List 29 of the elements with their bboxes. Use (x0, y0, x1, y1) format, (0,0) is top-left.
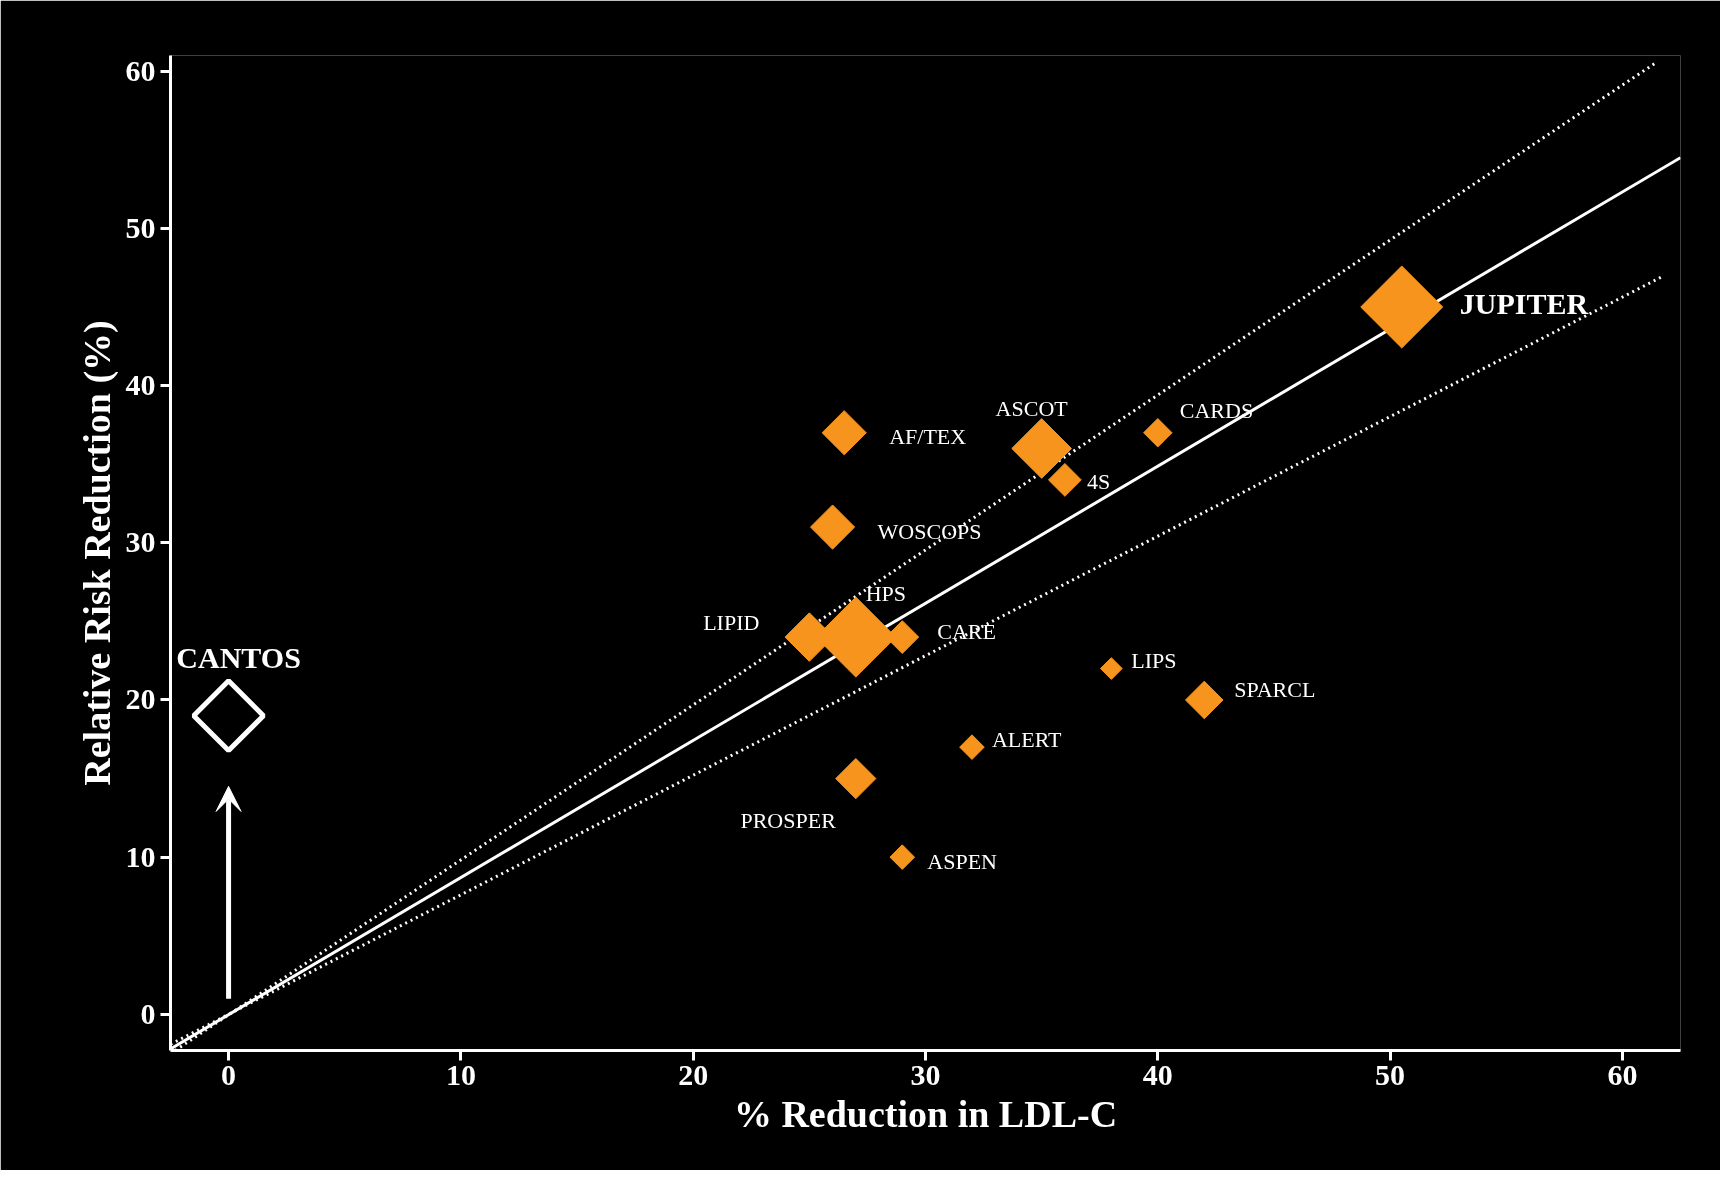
x-tick-label: 30 (910, 1057, 941, 1091)
annotation: ASPEN (927, 848, 998, 874)
annotation: ALERT (991, 726, 1063, 752)
x-tick-label: 50 (1375, 1057, 1406, 1091)
y-tick-label: 40 (125, 368, 156, 402)
y-tick-label: 0 (140, 996, 156, 1030)
x-tick-label: 40 (1142, 1057, 1173, 1091)
annotation: SPARCL (1234, 677, 1316, 703)
y-tick-label: 50 (125, 210, 156, 244)
x-tick-label: 20 (678, 1057, 709, 1091)
annotation: AF/TEX (889, 424, 967, 450)
x-axis-title: % Reduction in LDL-C (733, 1092, 1118, 1135)
annotation: PROSPER (740, 808, 837, 834)
x-tick-label: 0 (221, 1057, 237, 1091)
y-axis-title: Relative Risk Reduction (%) (75, 320, 119, 786)
annotation: HPS (865, 580, 906, 606)
annotation: CANTOS (176, 641, 301, 675)
x-tick-label: 10 (445, 1057, 476, 1091)
annotation: ASCOT (995, 395, 1069, 421)
annotation: LIPID (703, 609, 760, 635)
y-tick-label: 10 (125, 839, 156, 873)
y-tick-label: 20 (125, 682, 156, 716)
y-tick-label: 60 (125, 53, 156, 87)
y-tick-label: 30 (125, 525, 156, 559)
annotation: 4S (1086, 469, 1111, 495)
annotation: LIPS (1131, 648, 1177, 674)
annotation: CARDS (1179, 398, 1254, 424)
annotation: JUPITER (1459, 286, 1589, 320)
x-tick-label: 60 (1607, 1057, 1638, 1091)
